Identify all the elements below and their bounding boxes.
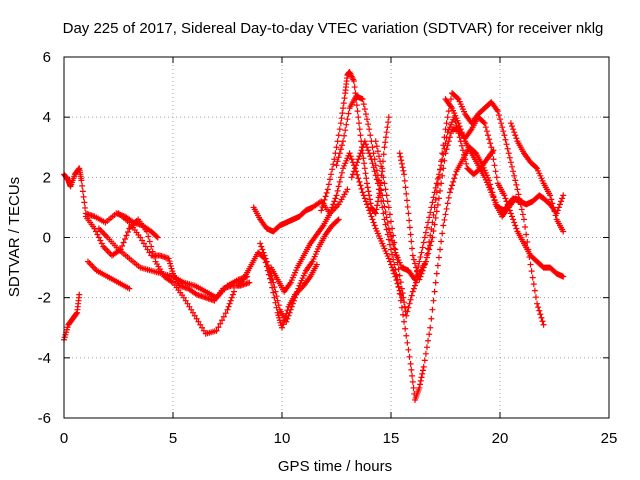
data-point-markers <box>318 69 392 217</box>
data-point-markers <box>95 225 251 301</box>
series-arc-10 <box>268 150 405 301</box>
y-tick-label: 0 <box>43 230 51 247</box>
x-tick-label: 20 <box>492 430 509 447</box>
x-tick-label: 15 <box>383 430 400 447</box>
data-point-markers <box>257 216 342 325</box>
data-point-markers <box>507 120 567 235</box>
series-arc-14 <box>372 114 567 319</box>
y-tick-label: 6 <box>43 49 51 66</box>
data-point-markers <box>333 93 497 283</box>
series-arc-16 <box>442 96 567 217</box>
x-tick-labels: 0 5 10 15 20 25 <box>60 430 618 447</box>
x-tick-label: 0 <box>60 430 68 447</box>
data-point-markers <box>84 258 133 292</box>
series-arc-6 <box>115 210 253 304</box>
series-arc-9 <box>257 216 342 325</box>
y-tick-label: -6 <box>38 410 51 427</box>
x-axis-label: GPS time / hours <box>278 458 392 475</box>
data-point-markers <box>348 138 525 403</box>
data-point-markers <box>250 186 351 235</box>
y-tick-label: -4 <box>38 350 51 367</box>
x-tick-label: 25 <box>601 430 618 447</box>
data-point-markers <box>268 150 405 301</box>
series-arc-4 <box>84 258 133 292</box>
data-point-markers <box>235 249 320 331</box>
series-arc-8 <box>250 186 351 235</box>
y-tick-label: 2 <box>43 169 51 186</box>
y-tick-label: 4 <box>43 109 51 126</box>
series-arc-17 <box>507 120 567 235</box>
data-points <box>61 69 567 403</box>
y-tick-labels: -6 -4 -2 0 2 4 6 <box>38 49 51 427</box>
series-arc-11 <box>318 69 392 217</box>
data-point-markers <box>396 90 547 328</box>
series-arc-13 <box>348 138 525 403</box>
y-tick-label: -2 <box>38 290 51 307</box>
data-point-markers <box>372 114 567 319</box>
series-arc-7 <box>235 249 320 331</box>
plot-frame <box>63 56 610 419</box>
x-tick-label: 5 <box>169 430 177 447</box>
series-arc-12 <box>333 93 497 283</box>
grid-lines <box>64 57 609 418</box>
x-tick-label: 10 <box>274 430 291 447</box>
data-point-markers <box>115 210 253 304</box>
series-arc-15 <box>396 90 547 328</box>
data-point-markers <box>442 96 567 217</box>
y-axis-label: SDTVAR / TECUs <box>6 177 23 297</box>
series-arc-5 <box>95 225 251 301</box>
chart-title: Day 225 of 2017, Sidereal Day-to-day VTE… <box>63 20 604 37</box>
